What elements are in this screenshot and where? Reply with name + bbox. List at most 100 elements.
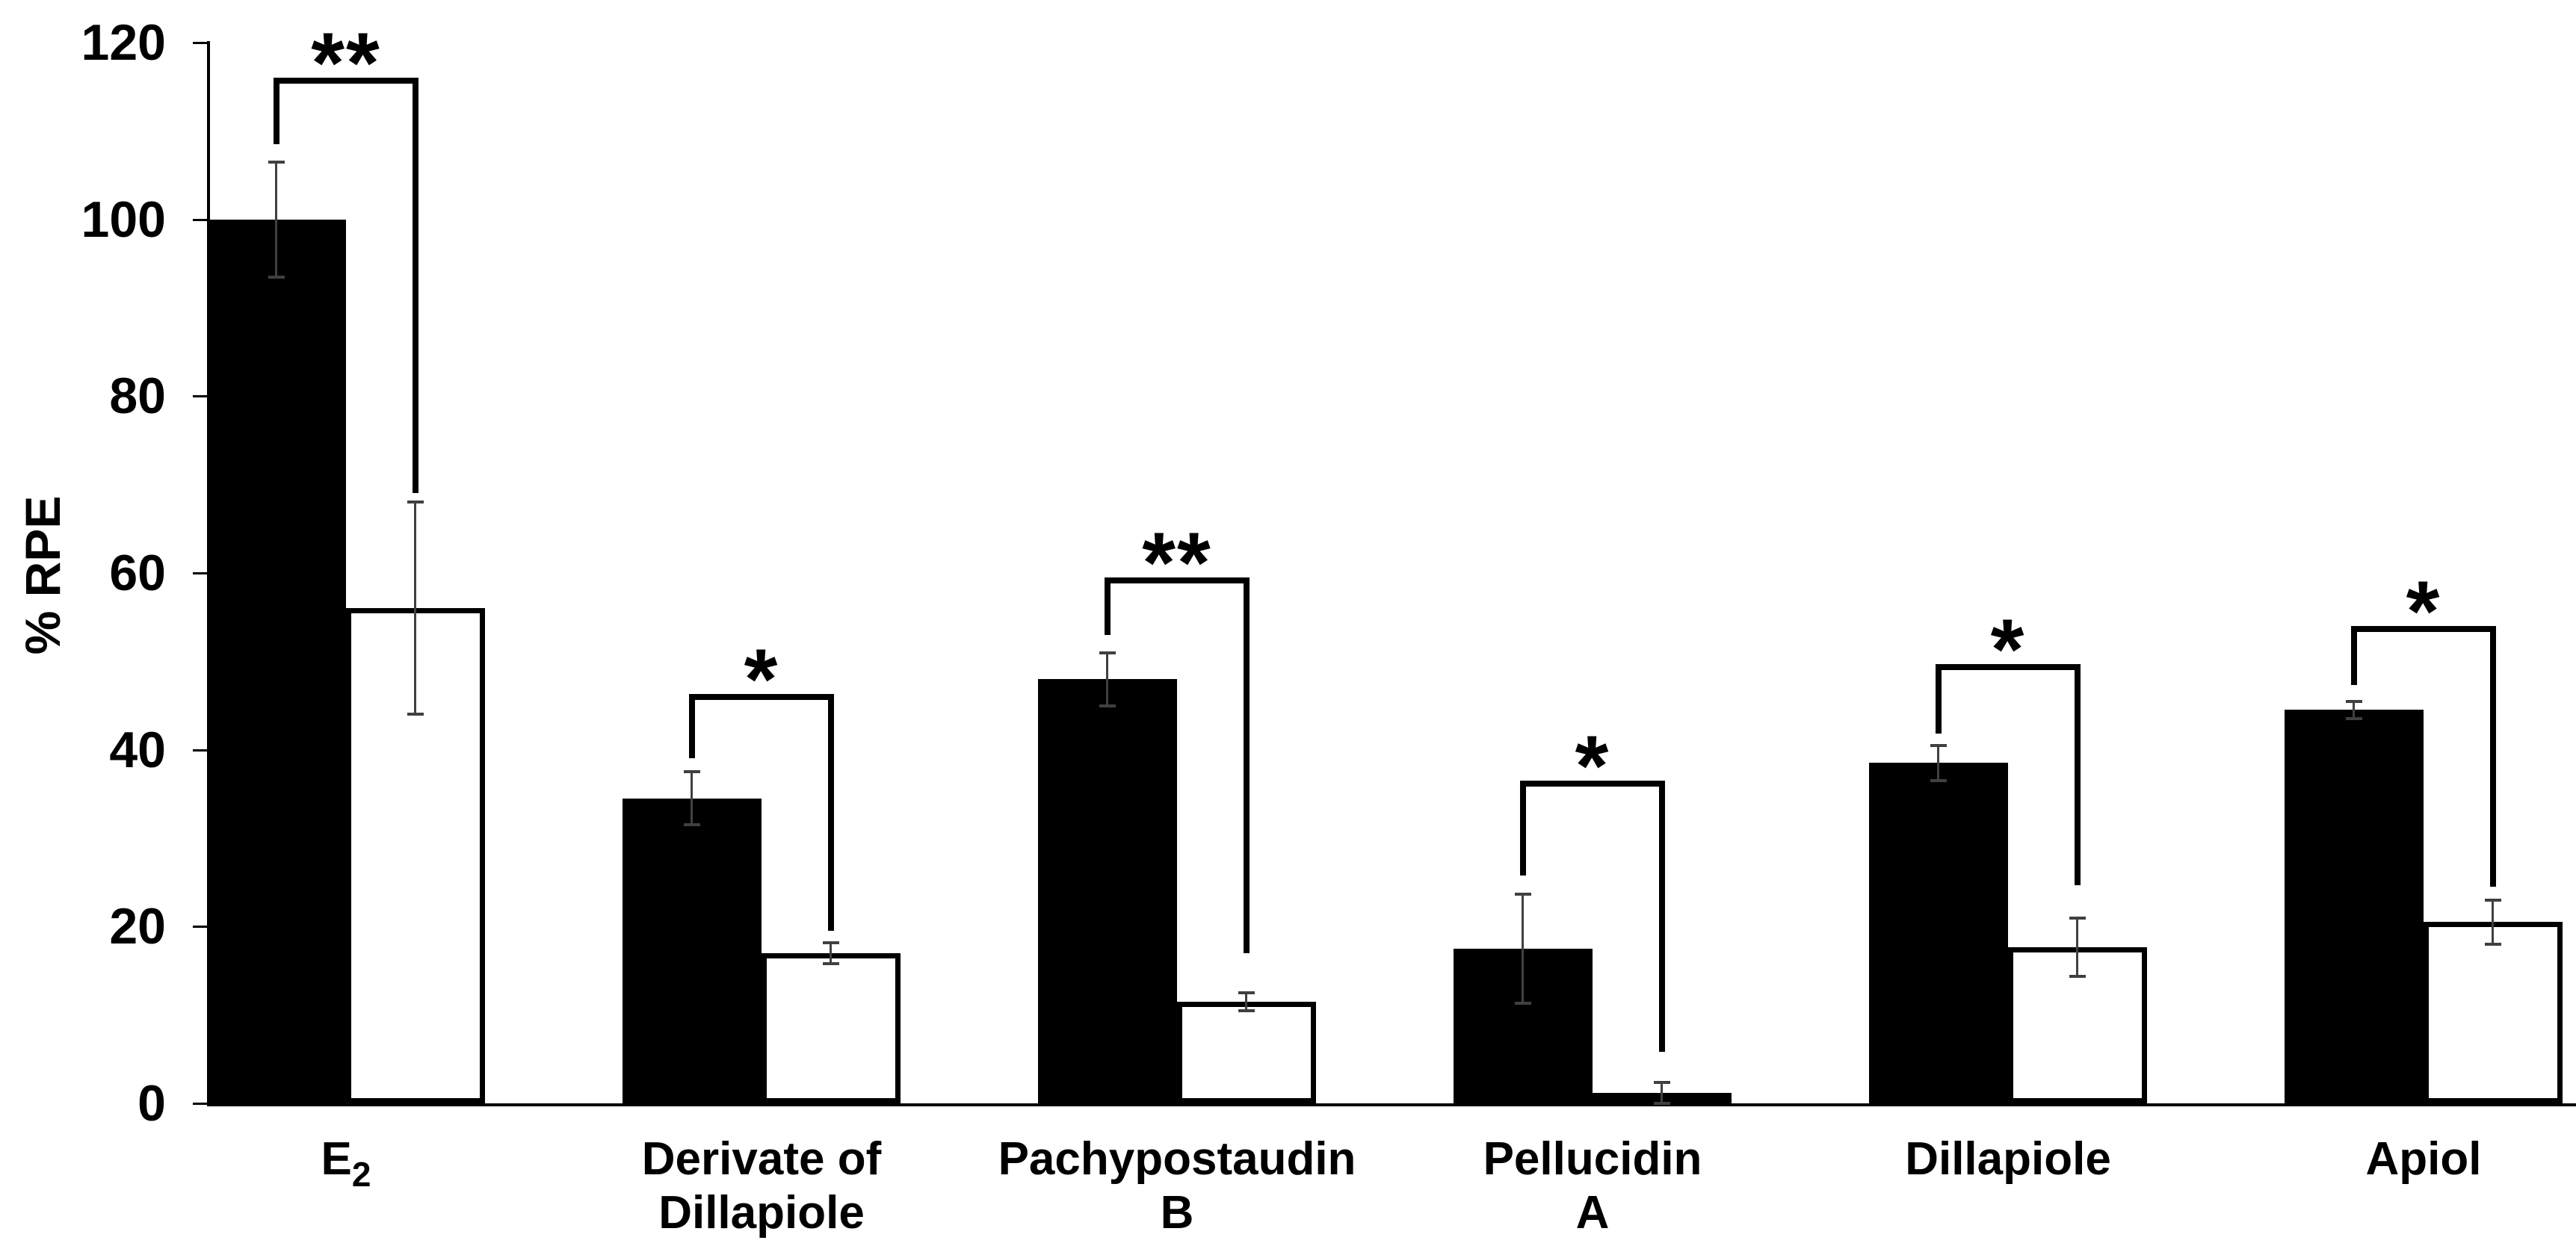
error-bar-cap-top — [1654, 1081, 1670, 1084]
bar-black — [207, 220, 346, 1103]
x-category-label-line: Apiol — [2199, 1132, 2576, 1186]
error-bar-cap-top — [2069, 917, 2086, 920]
sig-star: * — [2406, 564, 2441, 660]
sig-bracket-right-leg — [2490, 626, 2496, 887]
error-bar-cap-top — [407, 501, 424, 503]
error-bar-cap-bottom — [407, 713, 424, 716]
y-tick-label: 120 — [81, 14, 166, 71]
sig-bracket-right-leg — [1659, 781, 1665, 1052]
sig-bracket-left-leg — [274, 78, 279, 144]
error-bar-line — [1937, 746, 1939, 781]
sig-bracket-right-leg — [2075, 664, 2081, 885]
bar-black — [623, 799, 762, 1103]
error-bar-cap-bottom — [1099, 704, 1116, 707]
x-category-label-text: Dillapiole — [658, 1187, 865, 1239]
y-tick-label: 80 — [109, 368, 166, 424]
error-bar-line — [2076, 918, 2078, 976]
x-category-label-text: Derivate of — [641, 1133, 882, 1185]
error-bar-cap-bottom — [2346, 717, 2362, 720]
x-category-label-text: Apiol — [2365, 1133, 2482, 1185]
x-category-label: Pellucidin A — [1368, 1132, 1817, 1240]
error-bar-line — [1245, 993, 1247, 1011]
error-bar-cap-top — [1099, 651, 1116, 654]
error-bar-line — [691, 772, 693, 825]
bar-white — [762, 953, 901, 1103]
x-category-label: Dillapiole — [1784, 1132, 2232, 1186]
error-bar-line — [2353, 701, 2355, 719]
sig-bracket-horizontal — [274, 78, 418, 84]
x-category-label: Pachypostaudin B — [953, 1132, 1401, 1240]
y-tick-label: 0 — [138, 1075, 166, 1132]
bar-black — [1869, 763, 2008, 1103]
error-bar-cap-top — [2346, 700, 2362, 703]
error-bar-line — [2492, 900, 2494, 944]
error-bar-cap-top — [1238, 991, 1255, 994]
y-axis-tick — [193, 1103, 210, 1105]
bar-white — [2424, 922, 2563, 1103]
y-axis-tick — [193, 219, 210, 221]
x-category-label-text: B — [1160, 1187, 1194, 1239]
sig-bracket-right-leg — [413, 78, 418, 493]
y-axis-tick — [193, 42, 210, 44]
sig-bracket-left-leg — [2351, 626, 2357, 685]
error-bar-line — [1522, 894, 1524, 1004]
x-category-label-line: E2 — [122, 1132, 570, 1194]
error-bar-cap-bottom — [823, 962, 839, 965]
error-bar-line — [830, 943, 832, 964]
y-tick-label: 60 — [109, 545, 166, 601]
sig-bracket-left-leg — [1520, 781, 1526, 876]
x-category-label-line: Dillapiole — [1784, 1132, 2232, 1186]
x-category-label: Derivate of Dillapiole — [537, 1132, 986, 1240]
error-bar-cap-bottom — [2069, 975, 2086, 978]
error-bar-cap-bottom — [1654, 1102, 1670, 1105]
x-category-label-line: A — [1368, 1186, 1817, 1240]
sig-bracket-horizontal — [689, 694, 834, 700]
error-bar-cap-top — [268, 161, 285, 164]
y-axis-tick — [193, 572, 210, 574]
sig-star: ** — [311, 16, 381, 111]
x-category-label-line: Pachypostaudin — [953, 1132, 1401, 1186]
bar-black — [1038, 679, 1177, 1103]
sig-bracket-horizontal — [1520, 781, 1665, 787]
error-bar-cap-bottom — [684, 823, 700, 826]
sig-star: * — [1575, 719, 1610, 814]
sig-bracket-right-leg — [1244, 577, 1250, 953]
y-axis-tick — [193, 926, 210, 928]
sig-star: ** — [1142, 515, 1212, 611]
sig-bracket-horizontal — [1936, 664, 2081, 670]
sig-bracket-horizontal — [1105, 577, 1250, 583]
x-category-label-text: Pachypostaudin — [998, 1133, 1356, 1185]
bar-black — [2285, 710, 2424, 1103]
x-category-label-text: A — [1575, 1187, 1610, 1239]
y-axis-tick — [193, 749, 210, 752]
x-category-label-text: Dillapiole — [1905, 1133, 2111, 1185]
error-bar-cap-top — [684, 770, 700, 773]
x-category-label-line: B — [953, 1186, 1401, 1240]
y-tick-label: 100 — [81, 191, 166, 248]
x-category-label-text: E — [321, 1133, 352, 1185]
x-category-label-line: Pellucidin — [1368, 1132, 1817, 1186]
error-bar-cap-top — [1515, 893, 1531, 896]
y-axis-tick — [193, 395, 210, 397]
y-tick-label: 40 — [109, 722, 166, 778]
x-category-label-subscript: 2 — [351, 1155, 371, 1194]
error-bar-cap-top — [1930, 744, 1947, 747]
x-category-label-line: Derivate of — [537, 1132, 986, 1186]
error-bar-cap-bottom — [268, 276, 285, 279]
sig-bracket-horizontal — [2351, 626, 2496, 632]
x-axis-line — [207, 1103, 2576, 1106]
sig-star: * — [744, 632, 779, 728]
error-bar-line — [414, 502, 416, 714]
x-category-label: E2 — [122, 1132, 570, 1194]
sig-bracket-left-leg — [1936, 664, 1942, 734]
sig-bracket-left-leg — [689, 694, 695, 758]
x-category-label-text: Pellucidin — [1483, 1133, 1702, 1185]
bar-white — [1177, 1002, 1316, 1103]
error-bar-cap-bottom — [1515, 1002, 1531, 1005]
sig-bracket-right-leg — [828, 694, 834, 931]
x-category-label-line: Dillapiole — [537, 1186, 986, 1240]
error-bar-line — [1661, 1082, 1663, 1103]
error-bar-cap-top — [2485, 899, 2501, 902]
sig-star: * — [1990, 602, 2026, 698]
